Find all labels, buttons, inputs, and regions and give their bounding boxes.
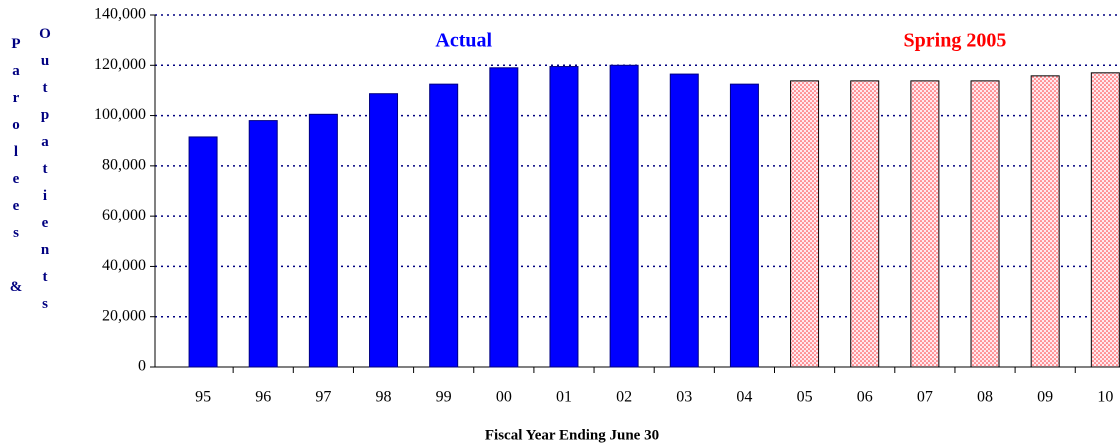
y-tick-label: 60,000 [102,207,146,224]
x-tick-label: 06 [857,389,873,406]
x-tick-label: 01 [556,389,572,406]
x-tick-label: 99 [436,389,452,406]
x-tick-label: 04 [736,389,752,406]
bar [1090,72,1120,368]
x-tick-label: 09 [1037,389,1053,406]
bar [1030,75,1060,368]
y-tick-label: 20,000 [102,307,146,324]
x-tick-label: 95 [195,389,211,406]
bar [790,80,820,368]
x-tick-label: 96 [255,389,271,406]
series-label: Actual [435,30,492,52]
bar [429,83,459,368]
x-tick-label: 08 [977,389,993,406]
x-tick-label: 97 [315,389,331,406]
bar [609,64,639,368]
x-axis-title: Fiscal Year Ending June 30 [485,427,659,443]
x-tick-label: 07 [917,389,933,406]
y-tick-label: 40,000 [102,257,146,274]
bar [549,66,579,368]
x-tick-label: 05 [797,389,813,406]
y-tick-label: 80,000 [102,157,146,174]
bar [910,80,940,368]
bar [188,136,218,368]
bar [248,120,278,368]
x-tick-label: 02 [616,389,632,406]
x-tick-label: 00 [496,389,512,406]
y-tick-label: 0 [138,358,146,375]
bar [669,73,699,368]
x-tick-label: 98 [376,389,392,406]
y-tick-label: 120,000 [94,56,146,73]
bar [729,83,759,368]
bar [850,80,880,368]
y-tick-label: 100,000 [94,106,146,123]
bar [369,93,399,368]
x-tick-label: 03 [676,389,692,406]
bar [489,67,519,368]
y-tick-label: 140,000 [94,6,146,23]
x-tick-label: 10 [1097,389,1113,406]
bar [308,113,338,368]
series-label: Spring 2005 [904,30,1007,52]
bar [970,80,1000,368]
